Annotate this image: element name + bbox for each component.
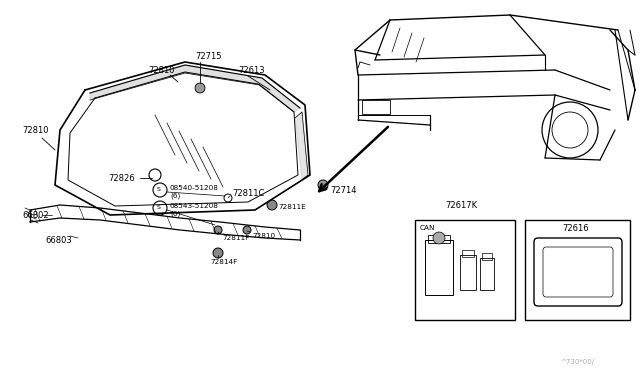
Text: ^730*00/: ^730*00/ bbox=[560, 359, 594, 365]
Circle shape bbox=[214, 226, 222, 234]
Text: (6): (6) bbox=[170, 211, 180, 217]
Text: 72810: 72810 bbox=[252, 233, 275, 239]
Bar bbox=[415, 220, 515, 320]
Bar bbox=[525, 220, 630, 320]
Bar bbox=[425, 240, 453, 295]
Circle shape bbox=[213, 248, 223, 258]
Text: S: S bbox=[157, 186, 161, 192]
Text: 72616: 72616 bbox=[562, 224, 589, 232]
Text: 72811E: 72811E bbox=[278, 204, 306, 210]
Text: (6): (6) bbox=[170, 193, 180, 199]
Circle shape bbox=[433, 232, 445, 244]
Circle shape bbox=[267, 200, 277, 210]
Text: 08543-51208: 08543-51208 bbox=[170, 203, 219, 209]
Bar bbox=[362, 100, 390, 114]
Bar bbox=[460, 255, 476, 290]
Circle shape bbox=[318, 180, 328, 190]
Bar bbox=[480, 258, 494, 290]
Bar bbox=[462, 250, 474, 257]
Polygon shape bbox=[295, 112, 308, 180]
Text: 72810: 72810 bbox=[148, 65, 175, 74]
Polygon shape bbox=[90, 65, 300, 112]
Text: 72814F: 72814F bbox=[210, 259, 237, 265]
Text: 66803: 66803 bbox=[45, 235, 72, 244]
Text: 72810: 72810 bbox=[22, 125, 49, 135]
Text: 72715: 72715 bbox=[195, 51, 221, 61]
Text: 08540-51208: 08540-51208 bbox=[170, 185, 219, 191]
Text: 66802: 66802 bbox=[22, 211, 49, 219]
Text: CAN: CAN bbox=[420, 225, 435, 231]
Text: 72714: 72714 bbox=[330, 186, 356, 195]
Text: 72826: 72826 bbox=[108, 173, 134, 183]
Circle shape bbox=[195, 83, 205, 93]
Text: 72613: 72613 bbox=[238, 65, 264, 74]
Circle shape bbox=[243, 226, 251, 234]
Bar bbox=[482, 253, 492, 260]
Bar bbox=[428, 235, 450, 243]
Text: S: S bbox=[157, 205, 161, 209]
Text: 72811C: 72811C bbox=[232, 189, 264, 198]
Text: 72617K: 72617K bbox=[445, 201, 477, 209]
Text: 72811F: 72811F bbox=[222, 235, 249, 241]
